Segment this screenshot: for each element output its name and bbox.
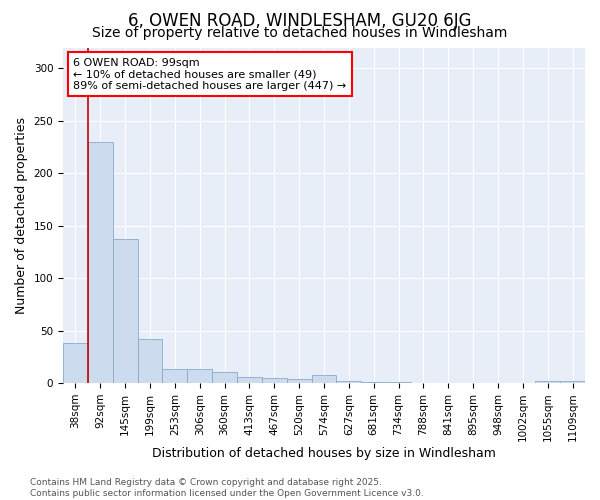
Bar [386, 382, 411, 383]
Bar [361, 382, 386, 383]
X-axis label: Distribution of detached houses by size in Windlesham: Distribution of detached houses by size … [152, 447, 496, 460]
Text: Contains HM Land Registry data © Crown copyright and database right 2025.
Contai: Contains HM Land Registry data © Crown c… [30, 478, 424, 498]
Y-axis label: Number of detached properties: Number of detached properties [15, 117, 28, 314]
Bar [88, 142, 113, 383]
Bar [137, 339, 163, 383]
Bar [113, 240, 137, 383]
Bar [560, 381, 585, 383]
Text: 6, OWEN ROAD, WINDLESHAM, GU20 6JG: 6, OWEN ROAD, WINDLESHAM, GU20 6JG [128, 12, 472, 30]
Bar [535, 381, 560, 383]
Bar [237, 377, 262, 383]
Bar [187, 370, 212, 383]
Text: 6 OWEN ROAD: 99sqm
← 10% of detached houses are smaller (49)
89% of semi-detache: 6 OWEN ROAD: 99sqm ← 10% of detached hou… [73, 58, 347, 91]
Text: Size of property relative to detached houses in Windlesham: Size of property relative to detached ho… [92, 26, 508, 40]
Bar [63, 343, 88, 383]
Bar [311, 374, 337, 383]
Bar [262, 378, 287, 383]
Bar [287, 379, 311, 383]
Bar [212, 372, 237, 383]
Bar [163, 370, 187, 383]
Bar [337, 381, 361, 383]
